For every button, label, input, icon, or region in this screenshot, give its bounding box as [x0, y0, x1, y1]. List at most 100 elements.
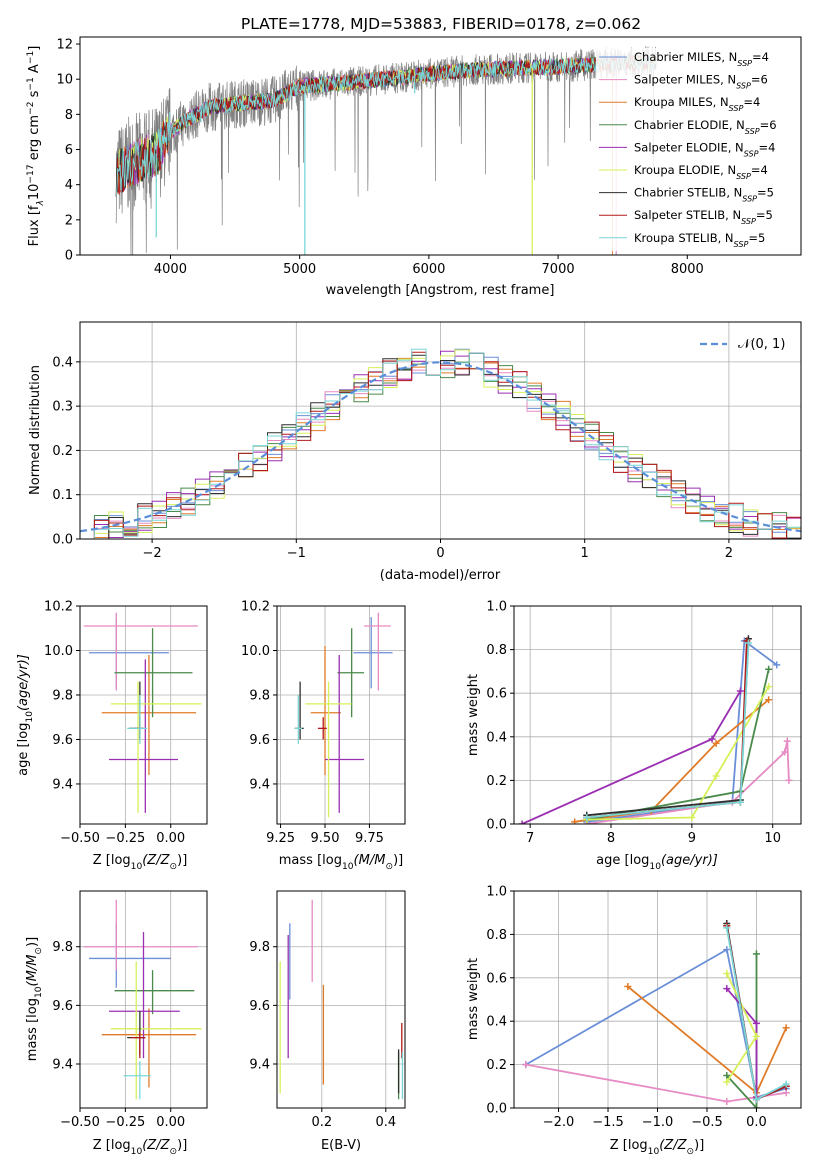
label-part: Z [log — [93, 1138, 131, 1153]
weight-series — [586, 639, 778, 823]
weight-series — [525, 948, 787, 1099]
x-tick-label: −2 — [143, 546, 162, 561]
label-part: =4 — [743, 95, 760, 109]
x-axis-label: E(B-V) — [321, 1138, 361, 1153]
label-part: 10 — [34, 986, 44, 998]
label-part: (Z/Z — [142, 1138, 170, 1153]
weight-marker — [752, 1095, 760, 1103]
label-part: (M/M — [25, 955, 40, 987]
label-part: Chabrier ELODIE, N — [634, 118, 745, 132]
weight-marker — [723, 985, 731, 993]
y-tick-label: 10.0 — [241, 644, 270, 659]
label-part: ⊙ — [170, 862, 178, 872]
axes-frame — [276, 605, 406, 825]
label-part: Chabrier STELIB, N — [634, 186, 742, 200]
y-axis-label: Flux [fλ10−17 erg cm−2 s−1 A−1] — [26, 46, 46, 247]
label-part: 10 — [648, 1147, 660, 1157]
label-part: =4 — [752, 50, 769, 64]
y-axis-label: Normed distribution — [28, 365, 43, 495]
x-tick-label: 0.0 — [746, 1115, 767, 1130]
label-part: 10 — [649, 862, 661, 872]
y-tick-label: 4 — [65, 178, 73, 193]
y-tick-label: 0.2 — [486, 774, 507, 789]
weight-marker — [712, 772, 720, 780]
y-tick-label: 0.0 — [52, 533, 73, 548]
x-tick-label: 0.00 — [156, 1115, 185, 1130]
label-part: 10 — [131, 1147, 143, 1157]
x-tick-label: −1 — [287, 546, 306, 561]
axes-frame — [79, 605, 208, 825]
label-part: Salpeter MILES, N — [634, 73, 736, 87]
legend-entry: Chabrier STELIB, NSSP=5 — [634, 186, 774, 204]
weight-marker — [782, 1080, 790, 1088]
plot-area — [83, 899, 202, 1100]
label-part: 10 — [131, 862, 143, 872]
label-part: SSP — [741, 217, 756, 226]
x-tick-label: −1.5 — [592, 1115, 624, 1130]
y-tick-label: 0.4 — [52, 355, 73, 370]
weight-marker — [773, 661, 781, 669]
label-part: )] — [25, 937, 40, 947]
y-axis-label: mass weight — [466, 958, 481, 1040]
x-tick-label: 5000 — [283, 262, 316, 277]
weight-marker — [744, 639, 752, 647]
x-tick-label: 9.25 — [266, 831, 295, 846]
label-part: age [log — [16, 723, 31, 776]
label-part: λ — [36, 200, 46, 206]
y-axis-label: age [log10(age/yr)] — [16, 654, 35, 776]
y-tick-label: 6 — [65, 143, 73, 158]
label-part: =5 — [756, 208, 773, 222]
y-tick-label: 10.2 — [241, 600, 270, 615]
label-part: SSP — [729, 104, 744, 113]
label-part: SSP — [742, 194, 757, 203]
weight-marker — [736, 798, 744, 806]
y-tick-label: 10.2 — [44, 600, 73, 615]
weight-marker — [765, 696, 773, 704]
weight-marker — [765, 683, 773, 691]
axes-age_vs_Z: −0.50 −0.25 0.009.49.69.810.010.2Z [log10(… — [16, 600, 208, 872]
weight-marker — [571, 818, 579, 824]
label-part: =6 — [751, 73, 768, 87]
axes-frame — [276, 890, 406, 1109]
x-tick-label: 0.00 — [156, 831, 185, 846]
legend-entry: Chabrier ELODIE, NSSP=6 — [634, 118, 777, 136]
x-tick-label: −0.25 — [105, 1115, 145, 1130]
y-tick-label: 0.2 — [486, 1058, 507, 1073]
label-part: )] — [177, 853, 187, 868]
model-spectrum-line — [115, 54, 657, 197]
x-tick-label: 7 — [526, 831, 534, 846]
model-spectrum-line — [115, 54, 657, 197]
legend-entry: Salpeter ELODIE, NSSP=4 — [634, 140, 775, 158]
x-tick-label: 1 — [581, 546, 589, 561]
weight-marker — [712, 739, 720, 747]
y-tick-label: 0.4 — [486, 730, 507, 745]
y-tick-label: 10.0 — [44, 644, 73, 659]
x-axis-label: wavelength [Angstrom, rest frame] — [326, 283, 555, 298]
plot-area — [522, 920, 790, 1108]
y-tick-label: 9.6 — [52, 733, 73, 748]
weight-marker — [752, 1019, 760, 1027]
x-axis-label: age [log10(age/yr)] — [596, 853, 718, 872]
label-part: Kroupa ELODIE, N — [634, 163, 736, 177]
label-part: Salpeter STELIB, N — [634, 208, 741, 222]
weight-marker — [583, 813, 591, 821]
legend-entry: Kroupa MILES, NSSP=4 — [634, 95, 760, 113]
y-tick-label: 12 — [56, 38, 73, 53]
label-part: mass [log — [279, 853, 342, 868]
label-part: Kroupa MILES, N — [634, 95, 729, 109]
y-tick-label: 0.3 — [52, 400, 73, 415]
x-axis-label: Z [log10(Z/Z⊙)] — [610, 1138, 705, 1157]
label-part: Chabrier MILES, N — [634, 50, 737, 64]
weight-marker — [782, 1024, 790, 1032]
weight-marker — [723, 946, 731, 954]
x-tick-label: 7000 — [542, 262, 575, 277]
label-part: −1 — [26, 77, 36, 90]
label-part: SSP — [736, 172, 751, 181]
label-part: Salpeter ELODIE, N — [634, 140, 744, 154]
label-part: SSP — [745, 126, 760, 135]
plot-area — [294, 612, 393, 818]
x-axis-label: Z [log10(Z/Z⊙)] — [93, 1138, 188, 1157]
label-part: SSP — [737, 59, 752, 68]
